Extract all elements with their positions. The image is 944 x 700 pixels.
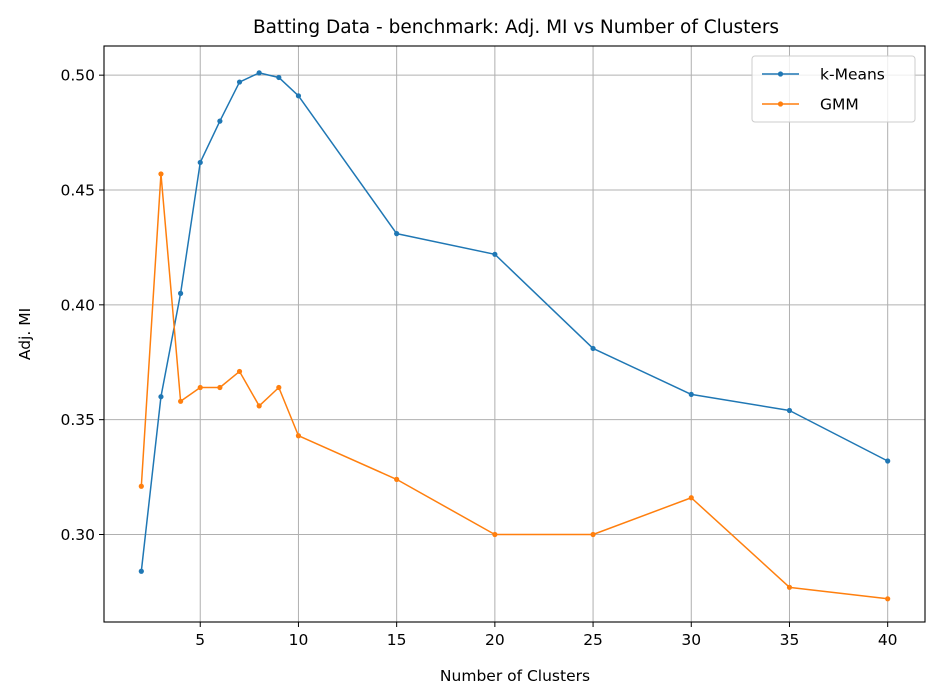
data-point-gmm [256, 403, 262, 409]
data-point-gmm [158, 171, 164, 177]
legend-box [751, 55, 916, 123]
data-point-k-means [885, 458, 891, 464]
data-point-k-means [394, 231, 400, 237]
x-tick-label: 5 [195, 631, 205, 649]
data-point-k-means [590, 345, 596, 352]
series-layer [138, 70, 891, 602]
data-point-k-means [256, 70, 262, 76]
data-point-gmm [178, 398, 184, 404]
data-point-k-means [786, 407, 793, 414]
data-point-k-means [688, 391, 694, 398]
x-tick-label: 25 [583, 631, 603, 649]
data-point-gmm [394, 476, 400, 482]
data-point-k-means [295, 93, 302, 99]
data-point-k-means [138, 568, 144, 574]
y-tick-label: 0.40 [60, 296, 95, 314]
x-tick-label: 35 [780, 631, 800, 649]
x-tick-label: 10 [289, 631, 309, 649]
data-point-k-means [217, 118, 223, 124]
legend: k-Means GMM [751, 55, 916, 123]
legend-marker-gmm [777, 101, 784, 107]
data-point-gmm [217, 384, 223, 391]
x-tick-label: 15 [387, 631, 407, 649]
data-point-k-means [197, 159, 203, 166]
data-point-k-means [178, 290, 184, 296]
legend-label-k-means: k-Means [820, 66, 885, 84]
y-tick-label: 0.30 [60, 526, 95, 544]
data-point-k-means [492, 251, 498, 257]
data-point-gmm [295, 433, 302, 439]
x-tick-label: 40 [878, 631, 898, 649]
data-point-k-means [236, 79, 243, 85]
chart-title: Batting Data - benchmark: Adj. MI vs Num… [253, 17, 779, 38]
data-point-gmm [590, 531, 596, 538]
data-point-gmm [276, 384, 282, 391]
legend-label-gmm: GMM [820, 96, 859, 114]
x-axis-label: Number of Clusters [440, 667, 590, 685]
x-tick-label: 20 [485, 631, 505, 649]
data-point-gmm [786, 584, 793, 590]
y-axis-label: Adj. MI [16, 308, 34, 360]
data-point-gmm [236, 368, 243, 375]
y-tick-label: 0.35 [60, 411, 95, 429]
data-point-gmm [492, 531, 498, 538]
axis-ticks: 5 10 15 20 25 30 35 40 0.30 0.35 0.40 0.45 0.50 [60, 67, 897, 649]
data-point-gmm [138, 483, 144, 489]
data-point-gmm [197, 384, 203, 391]
x-tick-label: 30 [681, 631, 701, 649]
y-tick-label: 0.50 [60, 67, 95, 85]
y-tick-label: 0.45 [60, 182, 95, 200]
data-point-gmm [688, 495, 694, 501]
data-point-k-means [276, 74, 282, 81]
legend-marker-k-means [777, 71, 784, 77]
grid-lines [104, 46, 925, 622]
plot-area-frame [103, 45, 926, 623]
data-point-k-means [158, 394, 164, 400]
data-point-gmm [885, 596, 891, 602]
